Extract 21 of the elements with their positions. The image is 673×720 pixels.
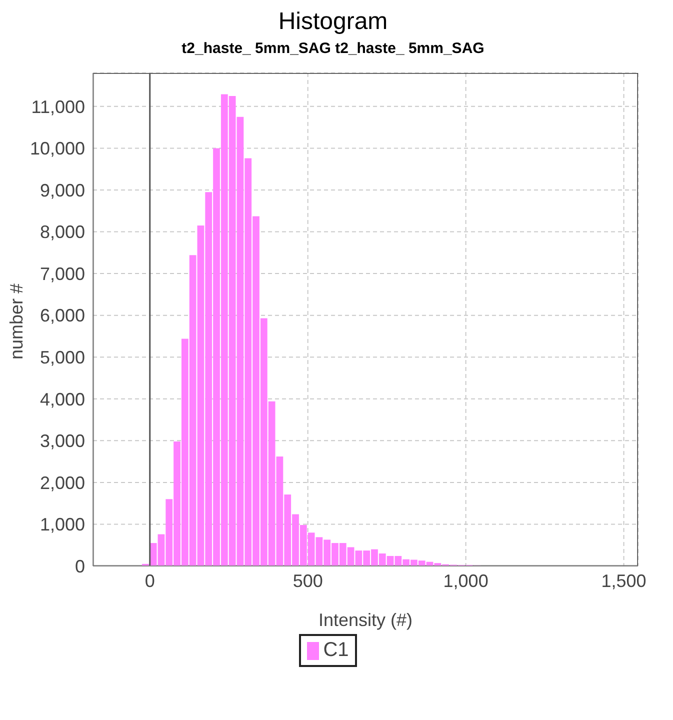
chart-subtitle: t2_haste_ 5mm_SAG t2_haste_ 5mm_SAG bbox=[180, 40, 486, 57]
chart-title: Histogram bbox=[277, 8, 389, 36]
y-tick-label: 1,000 bbox=[40, 514, 85, 535]
y-tick-label: 7,000 bbox=[40, 264, 85, 284]
y-tick-label: 6,000 bbox=[40, 306, 85, 326]
y-axis-title: number # bbox=[6, 283, 26, 360]
legend-label: C1 bbox=[322, 639, 349, 662]
y-tick-label: 0 bbox=[74, 556, 85, 576]
y-tick-label: 5,000 bbox=[40, 347, 85, 368]
y-tick-label: 9,000 bbox=[40, 180, 85, 200]
x-tick-label: 1,000 bbox=[443, 570, 488, 591]
y-tick-label: 8,000 bbox=[40, 222, 85, 242]
x-axis-title: Intensity (#) bbox=[318, 610, 413, 630]
y-tick-label: 10,000 bbox=[30, 138, 85, 159]
x-tick-label: 1,500 bbox=[601, 570, 646, 591]
y-tick-label: 11,000 bbox=[31, 96, 85, 117]
y-tick-label: 2,000 bbox=[40, 472, 85, 493]
x-tick-label: 0 bbox=[144, 570, 155, 591]
y-tick-label: 3,000 bbox=[40, 431, 85, 452]
y-tick-label: 4,000 bbox=[40, 389, 85, 410]
x-tick-label: 500 bbox=[292, 570, 323, 591]
